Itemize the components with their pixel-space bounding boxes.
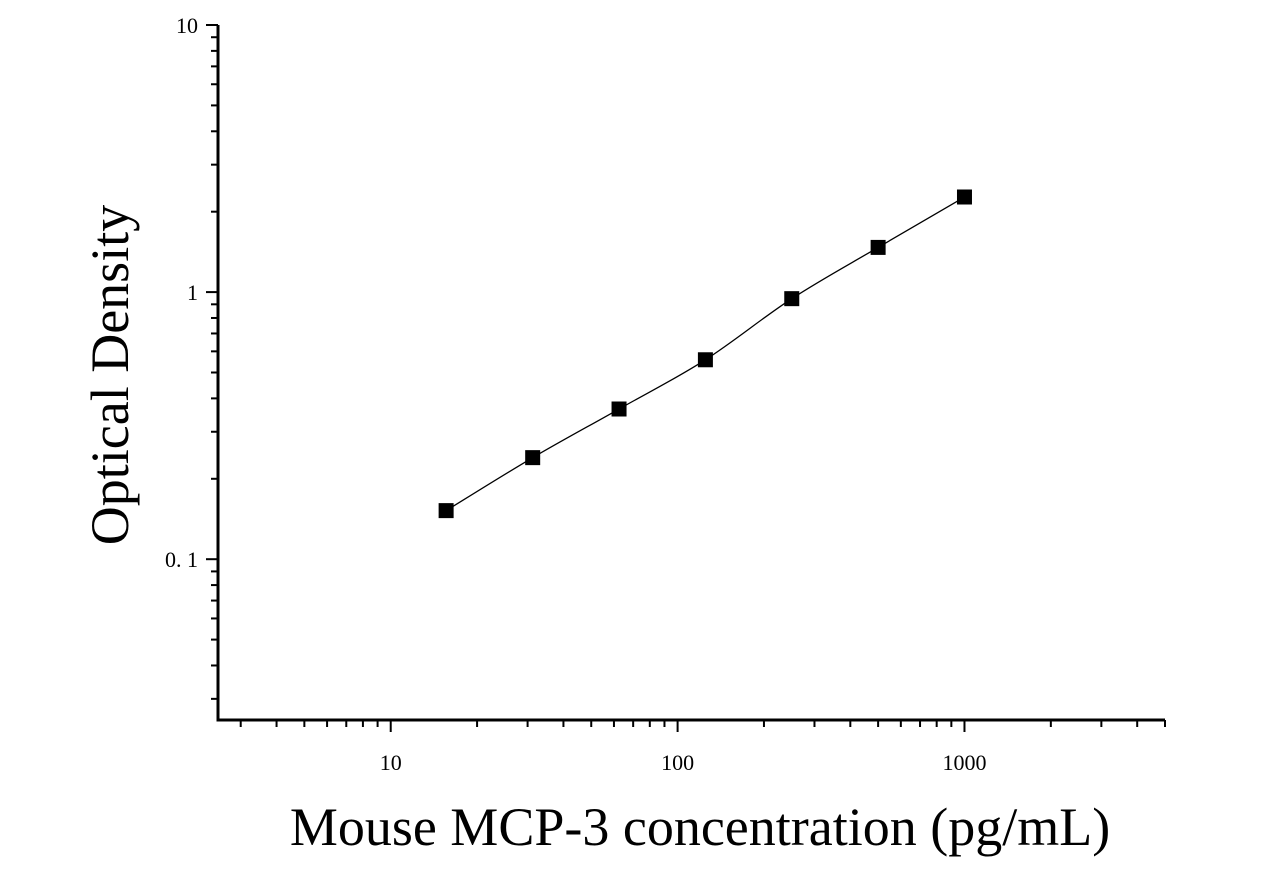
y-tick-label: 1: [187, 280, 198, 305]
data-point-marker: [784, 291, 800, 307]
data-point-marker: [611, 401, 627, 417]
ticks: [206, 24, 1166, 732]
data-point-marker: [697, 352, 713, 368]
x-tick-label: 1000: [942, 750, 986, 775]
y-tick-label: 0. 1: [165, 547, 198, 572]
data-point-marker: [956, 189, 972, 205]
data-point-marker: [438, 503, 454, 519]
series-layer: [438, 189, 972, 519]
x-axis-title: Mouse MCP-3 concentration (pg/mL): [290, 797, 1110, 857]
tick-labels: 10 100 1000 0. 1 1 10: [165, 13, 986, 775]
y-tick-label: 10: [176, 13, 198, 38]
data-point-marker: [525, 450, 541, 466]
axes: [216, 25, 1165, 722]
x-tick-label: 100: [661, 750, 694, 775]
y-axis-title: Optical Density: [80, 205, 140, 545]
x-tick-label: 10: [380, 750, 402, 775]
data-point-marker: [870, 239, 886, 255]
